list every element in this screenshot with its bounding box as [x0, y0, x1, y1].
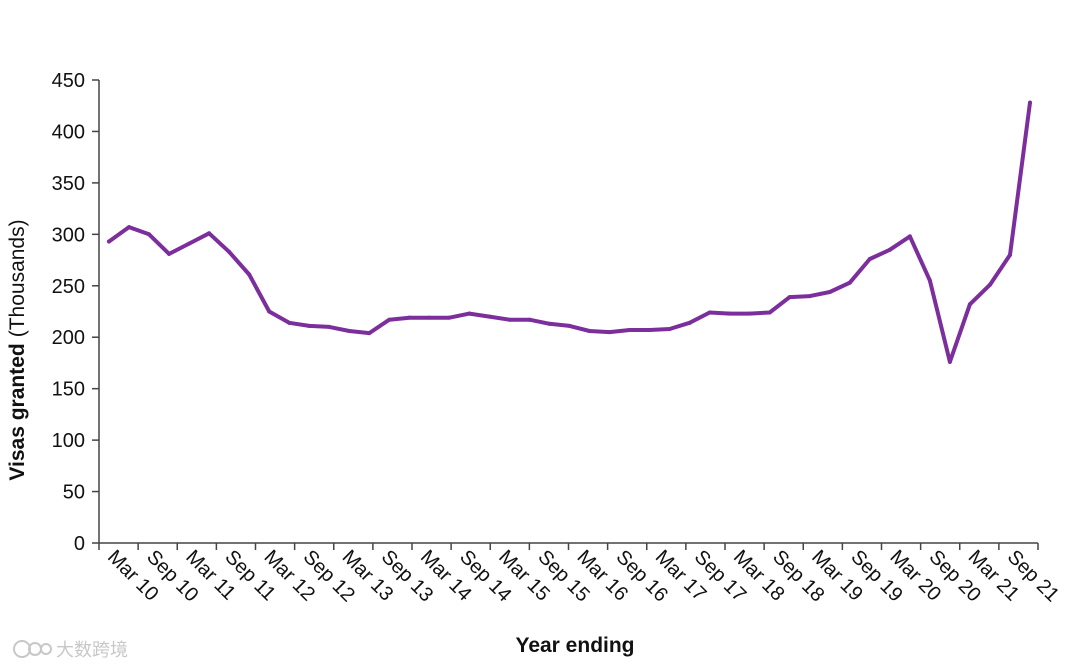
series-point [247, 272, 252, 277]
series-point [1028, 100, 1032, 105]
series-point [967, 302, 972, 307]
series-point [407, 315, 412, 320]
series-point [807, 294, 812, 299]
series-point [347, 329, 352, 334]
series-point [907, 234, 912, 239]
y-tick-label: 450 [52, 70, 85, 92]
series-point [327, 324, 332, 329]
series-point [887, 247, 892, 252]
series-point [847, 280, 852, 285]
y-tick-label: 200 [52, 327, 85, 349]
series-point [147, 232, 152, 237]
series-layer [107, 100, 1032, 364]
series-point [787, 295, 792, 300]
series-point [107, 239, 111, 244]
watermark-text: 大数跨境 [56, 640, 128, 661]
series-point [927, 278, 932, 283]
y-tick-label: 350 [52, 173, 85, 195]
series-point [227, 249, 232, 254]
x-axis-title: Year ending [515, 634, 634, 657]
y-tick-label: 300 [52, 224, 85, 246]
y-tick-label: 0 [74, 533, 85, 555]
series-point [767, 310, 772, 315]
y-tick-label: 400 [52, 121, 85, 143]
series-point [687, 320, 692, 325]
y-tick-label: 50 [63, 482, 85, 504]
series-point [387, 317, 392, 322]
series-point [487, 314, 492, 319]
series-point [567, 323, 572, 328]
series-point [427, 315, 432, 320]
series-point [587, 329, 592, 334]
series-point [947, 359, 952, 364]
series-point [267, 309, 272, 314]
y-axis-title: Visas granted (Thousands) [6, 219, 29, 480]
series-point [447, 315, 452, 320]
series-point [607, 330, 612, 335]
series-point [307, 323, 312, 328]
series-point [527, 317, 532, 322]
series-point [747, 311, 752, 316]
series-point [467, 311, 472, 316]
watermark: 大数跨境 [10, 634, 150, 664]
series-point [867, 257, 872, 262]
series-point [707, 310, 712, 315]
y-axis: 0 50 100 150 200 250 300 350 400 450 [52, 70, 100, 555]
series-point [727, 311, 732, 316]
series-point [547, 321, 552, 326]
y-tick-label: 250 [52, 276, 85, 298]
series-point [827, 289, 832, 294]
series-point [187, 241, 192, 246]
series-point [507, 317, 512, 322]
y-tick-label: 100 [52, 430, 85, 452]
series-point [127, 225, 132, 230]
series-point [627, 328, 632, 333]
series-point [647, 328, 652, 333]
y-tick-label: 150 [52, 379, 85, 401]
series-point [367, 331, 372, 336]
series-point [667, 326, 672, 331]
series-point [287, 320, 292, 325]
series-point [987, 282, 992, 287]
y-axis-title-main: Visas granted [6, 343, 29, 480]
series-point [207, 231, 212, 236]
y-axis-title-unit: (Thousands) [6, 219, 29, 337]
series-point [167, 251, 172, 256]
series-line [107, 100, 1032, 364]
watermark-logo-icon: 大数跨境 [13, 640, 128, 661]
series-point [1007, 252, 1012, 257]
